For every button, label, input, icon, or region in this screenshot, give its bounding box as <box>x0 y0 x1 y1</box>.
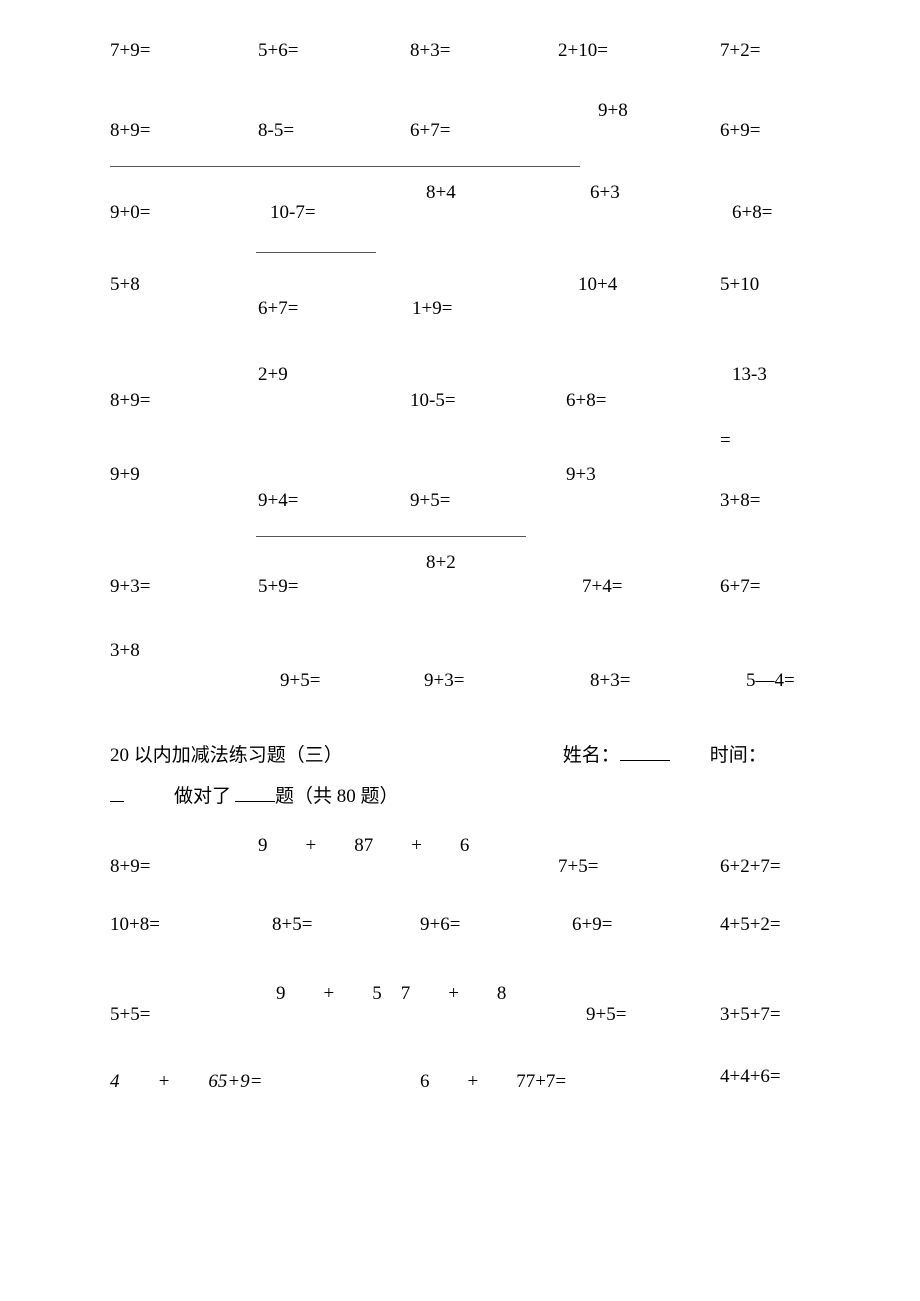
problem: 9+3= <box>110 576 150 598</box>
problem: 7+2= <box>720 40 760 62</box>
problem: 8+2 <box>426 552 456 574</box>
problem: 9+3 <box>566 464 596 486</box>
problem: 7+9= <box>110 40 150 62</box>
problem: 8+3= <box>590 670 630 692</box>
worksheet-subtitle-row: 做对了 题（共 80 题） <box>0 781 920 808</box>
problem: 10+8= <box>110 914 160 936</box>
problem: 6+9= <box>572 914 612 936</box>
problem: 8+9= <box>110 390 150 412</box>
problem: 10+4 <box>578 274 617 296</box>
problem: 8-5= <box>258 120 294 142</box>
problem: 8+3= <box>410 40 450 62</box>
done-label-pre: 做对了 <box>174 781 231 808</box>
problem-row: 9+0= 10-7= 8+4 6+3 6+8= <box>0 182 920 252</box>
problem: 5+6= <box>258 40 298 62</box>
problem: 8+9= <box>110 120 150 142</box>
worksheet-title: 20 以内加减法练习题（三） <box>110 740 343 767</box>
time-label: 时间： <box>710 740 767 767</box>
problem: 9+9 <box>110 464 140 486</box>
problem: 5+9= <box>258 576 298 598</box>
problem: 5+10 <box>720 274 759 296</box>
problem-row: 10+8= 8+5= 9+6= 6+9= 4+5+2= <box>0 914 920 954</box>
done-blank[interactable] <box>235 788 275 802</box>
name-label: 姓名： <box>563 740 620 767</box>
name-blank[interactable] <box>620 747 670 761</box>
problem: 5+8 <box>110 274 140 296</box>
problem: 5—4= <box>746 670 795 692</box>
problem-row: 3+8 9+5= 9+3= 8+3= 5—4= <box>0 640 920 700</box>
problem: 9 + 87 + 6 <box>258 830 469 857</box>
problem: 6+8= <box>566 390 606 412</box>
problem: 2+9 <box>258 364 288 386</box>
problem-row: 9+9 9+4= 9+5= 9+3 3+8= <box>0 464 920 524</box>
problem: = <box>720 430 731 452</box>
problem: 13-3 <box>732 364 767 386</box>
problem-row: 9+3= 5+9= 8+2 7+4= 6+7= <box>0 550 920 610</box>
problem: 9+4= <box>258 490 298 512</box>
problem: 10-5= <box>410 390 456 412</box>
problem: 9+5= <box>410 490 450 512</box>
problem: 9+8 <box>598 100 628 122</box>
problem: 9+6= <box>420 914 460 936</box>
problem: 3+8= <box>720 490 760 512</box>
problem: 7+5= <box>558 856 598 878</box>
problem: 8+9= <box>110 856 150 878</box>
problem-row: 8+9= 2+9 10-5= 6+8= 13-3 = <box>0 364 920 464</box>
problem: 9+5= <box>586 1004 626 1026</box>
problem: 6+8= <box>732 202 772 224</box>
problem: 7+4= <box>582 576 622 598</box>
problem: 6+3 <box>590 182 620 204</box>
divider <box>0 530 920 546</box>
worksheet-title-row: 20 以内加减法练习题（三） 姓名： 时间： <box>0 740 920 767</box>
time-blank[interactable] <box>110 788 124 802</box>
problem: 9 + 5 7 + 8 <box>276 978 506 1005</box>
problem: 6+7= <box>410 120 450 142</box>
divider <box>0 160 920 174</box>
problem: 5+5= <box>110 1004 150 1026</box>
problem-row: 8+9= 9 + 87 + 6 7+5= 6+2+7= <box>0 828 920 888</box>
problem: 4+4+6= <box>720 1066 781 1088</box>
problem: 9+5= <box>280 670 320 692</box>
problem-row: 8+9= 8-5= 6+7= 9+8 6+9= <box>0 100 920 160</box>
problem-row: 5+8 6+7= 1+9= 10+4 5+10 <box>0 268 920 338</box>
divider <box>0 252 920 266</box>
problem: 6+7= <box>258 298 298 320</box>
problem: 10-7= <box>270 202 316 224</box>
problem: 6 + 77+7= <box>420 1066 566 1093</box>
problem: 4+5+2= <box>720 914 781 936</box>
problem: 8+5= <box>272 914 312 936</box>
problem-row: 5+5= 9 + 5 7 + 8 9+5= 3+5+7= <box>0 976 920 1036</box>
problem-row: 4 + 65+9= 6 + 77+7= 4+4+6= <box>0 1066 920 1106</box>
problem: 6+2+7= <box>720 856 781 878</box>
problem: 6+9= <box>720 120 760 142</box>
problem: 1+9= <box>412 298 452 320</box>
problem: 3+8 <box>110 640 140 662</box>
problem: 9+3= <box>424 670 464 692</box>
problem: 4 + 65+9= <box>110 1066 262 1093</box>
problem: 6+7= <box>720 576 760 598</box>
worksheet-page: 7+9= 5+6= 8+3= 2+10= 7+2= 8+9= 8-5= 6+7=… <box>0 0 920 1136</box>
problem: 3+5+7= <box>720 1004 781 1026</box>
problem: 2+10= <box>558 40 608 62</box>
done-label-suf: 题（共 80 题） <box>275 781 399 808</box>
problem: 8+4 <box>426 182 456 204</box>
problem: 9+0= <box>110 202 150 224</box>
